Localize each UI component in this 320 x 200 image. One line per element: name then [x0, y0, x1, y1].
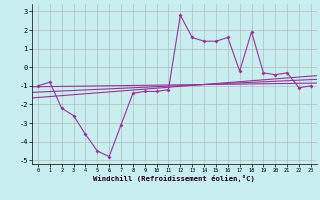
X-axis label: Windchill (Refroidissement éolien,°C): Windchill (Refroidissement éolien,°C): [93, 175, 255, 182]
